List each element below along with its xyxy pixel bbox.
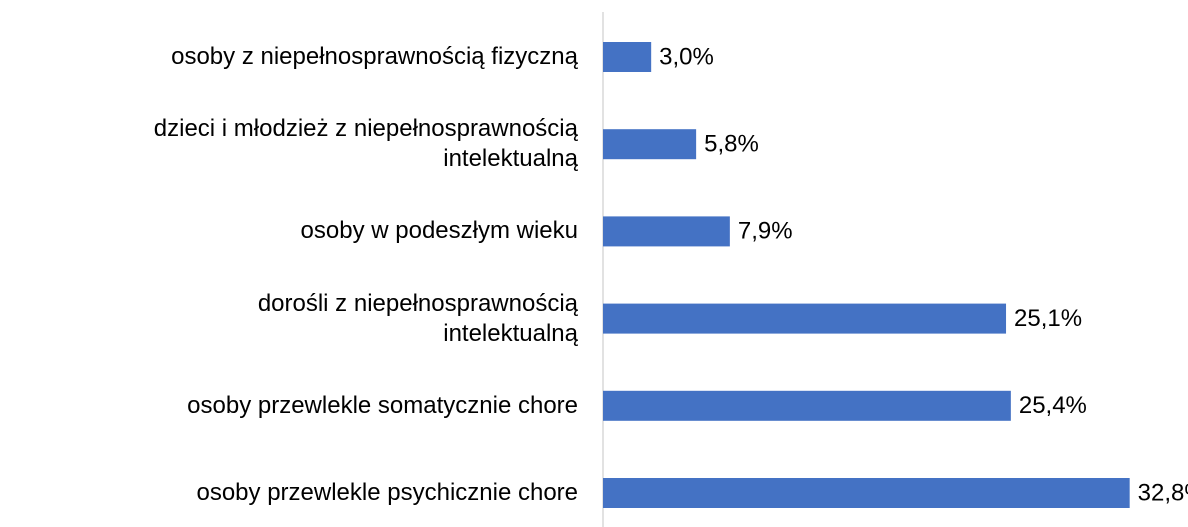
value-label: 7,9% xyxy=(738,218,793,245)
category-label: dzieci i młodzież z niepełnosprawnością … xyxy=(153,115,578,173)
category-label: dorośli z niepełnosprawnością intelektua… xyxy=(257,289,578,347)
value-label: 3,0% xyxy=(659,43,714,70)
bar xyxy=(603,303,1007,334)
value-label: 25,4% xyxy=(1019,392,1087,419)
value-label: 25,1% xyxy=(1014,305,1082,332)
bar xyxy=(603,390,1011,421)
bar xyxy=(603,478,1130,508)
category-label: osoby przewlekle somatycznie chore xyxy=(187,391,578,419)
category-label: osoby w podeszłym wieku xyxy=(300,217,578,245)
value-label: 5,8% xyxy=(704,131,759,158)
bar xyxy=(603,129,697,160)
category-label: osoby przewlekle psychicznie chore xyxy=(196,479,578,506)
value-label: 32,8% xyxy=(1138,479,1188,506)
bar xyxy=(603,42,652,72)
category-label: osoby z niepełnosprawnością fizyczną xyxy=(171,43,578,70)
bar xyxy=(603,216,730,247)
